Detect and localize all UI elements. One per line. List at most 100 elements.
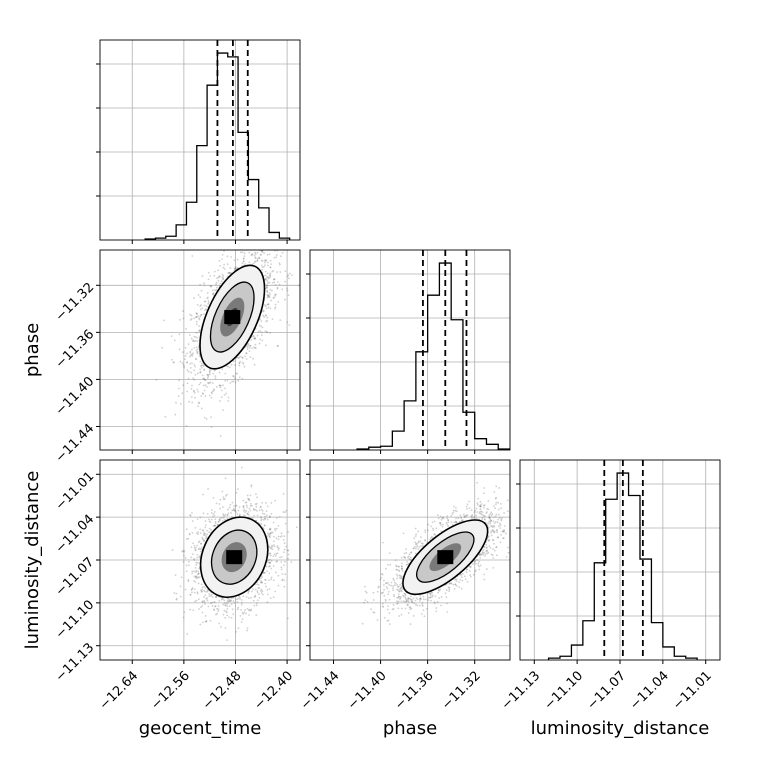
sample-point [284,270,287,273]
sample-point [214,518,217,521]
sample-point [448,588,451,591]
sample-point [186,352,188,355]
sample-point [255,347,257,349]
sample-point [283,579,286,582]
sample-point [197,315,200,318]
sample-point [194,396,197,399]
sample-point [259,505,262,508]
sample-point [199,365,202,368]
sample-point [254,251,257,254]
sample-point [224,372,227,375]
sample-point [256,259,259,262]
sample-point [196,573,199,576]
sample-point [253,338,256,340]
sample-point [254,226,256,228]
sample-point [240,621,243,623]
sample-point [230,603,233,606]
sample-point [232,509,235,511]
sample-point [263,517,266,520]
sample-point [269,532,272,535]
sample-point [184,346,187,349]
sample-point [196,388,199,391]
sample-point [253,514,255,517]
sample-point [445,596,448,599]
sample-point [221,490,224,493]
sample-point [201,604,204,607]
sample-point [269,266,272,269]
sample-point [257,587,260,589]
sample-point [219,519,221,522]
panel-content [100,226,300,450]
sample-point [214,524,216,527]
sample-point [269,558,272,561]
sample-point [271,289,273,292]
sample-point [252,334,255,337]
sample-point [471,517,473,520]
sample-point [490,511,493,514]
sample-point [201,586,204,589]
sample-point [264,270,267,273]
tick-label-luminosity_distance: −11.07 [53,555,98,600]
sample-point [200,542,203,545]
sample-point [216,523,219,526]
sample-point [249,494,252,497]
sample-point [274,527,276,530]
sample-point [267,534,270,536]
sample-point [201,601,204,603]
sample-point [261,575,263,578]
sample-point [227,597,229,600]
sample-point [197,598,200,601]
sample-point [493,516,495,519]
sample-point [193,390,195,393]
sample-point [409,608,412,611]
sample-point [221,597,224,600]
sample-point [229,272,232,275]
sample-point [505,532,507,535]
sample-point [376,590,379,593]
sample-point [492,566,495,569]
sample-point [198,402,201,405]
sample-point [488,516,490,519]
sample-point [258,342,261,345]
sample-point [384,600,387,602]
sample-point [389,563,392,566]
sample-point [222,613,225,616]
sample-point [195,532,198,535]
sample-point [182,549,185,552]
sample-point [200,590,203,593]
sample-point [206,529,209,532]
sample-point [388,623,391,625]
sample-point [259,506,262,509]
sample-point [206,385,208,388]
sample-point [226,255,229,258]
sample-point [208,531,210,534]
sample-point [250,485,253,488]
sample-point [206,599,209,602]
sample-point [263,571,266,574]
sample-point [287,553,290,556]
sample-point [203,534,206,537]
tick-label-phase: −11.40 [53,374,98,419]
sample-point [271,270,274,273]
sample-point [244,501,247,504]
sample-point [183,611,186,614]
sample-point [222,496,225,499]
sample-point [254,245,256,247]
sample-point [253,509,255,511]
sample-point [232,507,235,510]
panel-frame [99,39,301,241]
sample-point [254,257,257,260]
sample-point [192,389,195,392]
sample-point [273,256,276,259]
sample-point [270,560,273,562]
sample-point [268,536,271,539]
sample-point [196,336,199,339]
sample-point [260,518,263,521]
sample-point [207,381,209,384]
sample-point [295,526,298,529]
sample-point [288,277,290,280]
sample-point [452,509,455,512]
sample-point [279,246,281,248]
sample-point [208,595,211,598]
sample-point [203,284,206,287]
